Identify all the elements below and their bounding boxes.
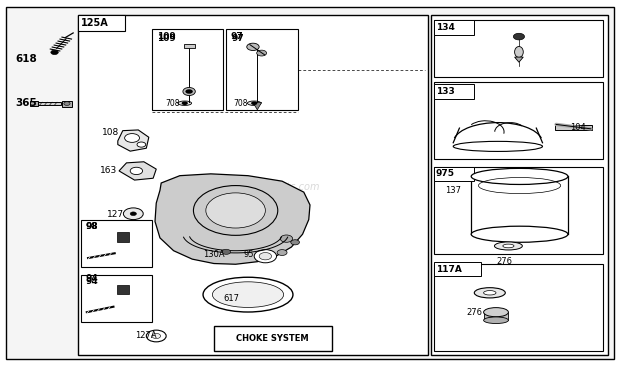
Ellipse shape [178,101,192,105]
Polygon shape [515,57,523,62]
Ellipse shape [484,291,496,295]
Bar [431,15,608,355]
Ellipse shape [495,242,522,250]
Text: 276: 276 [496,257,512,266]
Bar [484,312,508,320]
Text: 98: 98 [86,222,98,231]
Circle shape [125,134,140,142]
Text: 125A: 125A [81,18,109,28]
Ellipse shape [503,244,514,248]
Bar [81,274,152,322]
Bar [78,15,428,355]
Text: 137: 137 [445,186,461,195]
Text: eReplacementParts.com: eReplacementParts.com [201,182,320,192]
Ellipse shape [515,46,523,57]
Bar [226,29,298,110]
Circle shape [51,50,58,55]
Circle shape [257,50,267,56]
Text: 97: 97 [231,34,244,43]
Bar [184,44,195,48]
Text: 127A: 127A [135,332,157,340]
Bar [434,82,603,159]
Text: 127: 127 [107,210,124,219]
Text: 276: 276 [466,309,482,317]
Text: 708: 708 [165,99,179,108]
Ellipse shape [212,282,283,307]
Ellipse shape [484,317,508,324]
Circle shape [251,101,257,105]
Ellipse shape [471,168,568,184]
Circle shape [280,235,293,242]
Circle shape [130,167,143,175]
Text: 109: 109 [157,32,176,41]
Bar [434,264,603,351]
Circle shape [277,250,287,255]
Text: 109: 109 [157,34,175,43]
Text: CHOKE SYSTEM: CHOKE SYSTEM [236,334,309,343]
Text: 117A: 117A [436,265,462,273]
Ellipse shape [247,101,261,105]
Circle shape [64,102,70,105]
Bar [434,20,603,77]
Bar [152,29,223,110]
Text: 130A: 130A [203,250,225,259]
Bar [434,20,474,35]
Text: 133: 133 [436,87,454,96]
Text: 708: 708 [233,99,247,108]
Bar [434,84,474,99]
Circle shape [222,249,231,254]
Polygon shape [253,102,262,110]
Circle shape [247,43,259,51]
Text: 97: 97 [231,32,244,41]
Circle shape [130,212,136,216]
Text: 975: 975 [436,169,455,178]
Bar [117,285,129,294]
Polygon shape [119,162,156,180]
Circle shape [137,142,146,147]
Circle shape [152,333,161,339]
Text: 95: 95 [244,250,254,259]
Bar [81,220,152,267]
Text: 94: 94 [86,277,99,286]
Bar [62,101,72,107]
Polygon shape [155,174,310,264]
Text: 94: 94 [86,274,99,283]
Bar [78,15,125,31]
Bar [117,232,129,242]
Ellipse shape [203,277,293,312]
Text: 98: 98 [86,223,98,231]
Ellipse shape [474,288,505,298]
Circle shape [254,250,277,263]
Bar [434,167,474,181]
Circle shape [185,89,193,94]
Text: 104: 104 [570,123,586,131]
Ellipse shape [471,226,568,242]
Circle shape [146,330,166,342]
Circle shape [206,193,265,228]
Text: 134: 134 [436,23,454,32]
Circle shape [259,253,272,260]
Text: 617: 617 [223,294,239,303]
Ellipse shape [183,87,195,96]
Circle shape [182,101,188,105]
Bar [214,326,332,351]
Bar [37,102,61,105]
Bar [434,262,481,276]
Text: 108: 108 [102,128,120,137]
Circle shape [123,208,143,220]
Ellipse shape [484,307,508,317]
Bar [555,125,592,130]
Bar [30,101,38,106]
Circle shape [291,240,299,245]
Polygon shape [118,130,149,151]
Text: 618: 618 [16,53,37,64]
Text: 365: 365 [16,98,37,108]
Text: 163: 163 [100,166,118,175]
Bar [434,167,603,254]
Circle shape [513,33,525,40]
